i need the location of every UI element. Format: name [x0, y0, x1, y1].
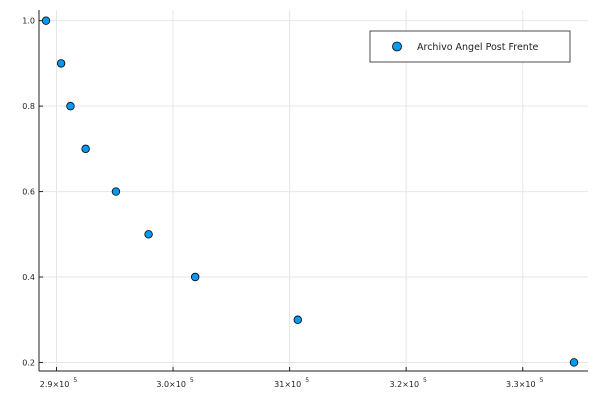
y-tick-label: 0.6	[22, 188, 35, 197]
x-tick-labels: 2.9×10 5 3.0×10 5 31×10 5 3.2×10 5 3.3×10 5	[40, 367, 544, 389]
y-tick-label: 0.4	[22, 273, 35, 282]
data-points	[41, 16, 579, 367]
axes	[38, 10, 588, 372]
data-point	[293, 315, 302, 324]
data-point	[66, 101, 75, 111]
x-tick-label: 3.0×10 5	[156, 377, 194, 389]
x-tick-label: 2.9×10 5	[40, 377, 78, 389]
y-tick-label: 0.8	[22, 102, 35, 111]
legend: Archivo Angel Post Frente	[369, 30, 571, 63]
x-tick-label: 3.3×10 5	[506, 377, 544, 389]
y-tick-label: 1.0	[22, 17, 35, 26]
data-point	[41, 16, 51, 25]
data-point	[56, 59, 66, 68]
data-point	[190, 272, 200, 282]
grid-lines	[39, 10, 588, 371]
x-tick-label: 3.2×10 5	[389, 377, 427, 389]
data-point	[111, 187, 121, 196]
y-tick-labels: 0.2 0.4 0.6 0.8 1.0	[22, 17, 43, 367]
data-point	[569, 358, 579, 367]
data-point	[144, 230, 153, 239]
legend-box	[369, 30, 571, 63]
y-tick-label: 0.2	[22, 358, 35, 367]
x-tick-label: 31×10 5	[274, 377, 309, 389]
data-point	[81, 144, 90, 154]
legend-label: Archivo Angel Post Frente	[417, 42, 539, 53]
legend-marker	[392, 41, 402, 52]
